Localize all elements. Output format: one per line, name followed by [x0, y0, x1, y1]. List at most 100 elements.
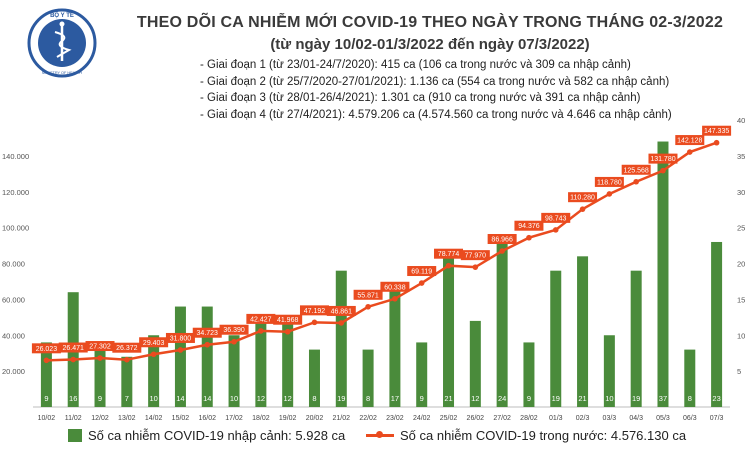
x-tick-label: 12/02 [91, 415, 109, 422]
domestic-cases-point [445, 262, 452, 269]
y-left-tick-label: 20.000 [2, 367, 25, 376]
line-value-label: 118.780 [597, 179, 622, 186]
line-value-label: 47.192 [304, 308, 326, 315]
domestic-cases-point [124, 356, 130, 363]
bar-value-label: 19 [552, 394, 560, 403]
line-value-label: 98.743 [545, 215, 567, 222]
import-bar [201, 306, 213, 407]
x-tick-label: 10/02 [38, 415, 56, 422]
y-left-tick-label: 40.000 [2, 331, 25, 340]
y-right-tick-label: 25 [737, 224, 745, 233]
bar-value-label: 9 [44, 394, 48, 403]
x-tick-label: 05/3 [656, 415, 670, 422]
import-bar [40, 342, 52, 407]
bar-value-label: 9 [420, 394, 424, 403]
domestic-cases-point [526, 234, 532, 241]
phase-item: Giai đoạn 2 (từ 25/7/2020-27/01/2021): 1… [200, 74, 672, 91]
import-bar [711, 241, 723, 407]
line-value-label: 26.023 [36, 346, 58, 353]
x-tick-label: 11/02 [65, 415, 82, 422]
line-value-label: 26.372 [116, 345, 138, 352]
x-tick-label: 17/02 [225, 415, 243, 422]
import-bar [416, 342, 428, 407]
domestic-cases-point [231, 338, 237, 345]
x-tick-label: 19/02 [279, 415, 297, 422]
bar-value-label: 8 [688, 394, 692, 403]
domestic-cases-point [177, 347, 184, 353]
bar-value-label: 9 [527, 394, 531, 403]
bar-value-label: 21 [578, 394, 586, 403]
bar-value-label: 10 [149, 394, 157, 403]
line-value-label-bg [594, 176, 624, 187]
y-left-tick-label: 140.000 [2, 152, 29, 161]
domestic-cases-point [686, 149, 693, 155]
import-bar [630, 270, 642, 407]
x-tick-label: 07/3 [710, 415, 724, 422]
import-bar [657, 141, 669, 407]
import-bar [362, 349, 374, 407]
phase-item: Giai đoạn 3 (từ 28/01-26/4/2021): 1.301 … [200, 90, 672, 107]
line-value-label-bg [621, 164, 651, 175]
import-bar [174, 306, 186, 407]
import-bar [550, 270, 562, 407]
legend-bars: Số ca nhiễm COVID-19 nhập cảnh: 5.928 ca [68, 428, 345, 443]
bar-value-label: 12 [471, 394, 479, 403]
bar-value-label: 7 [125, 394, 129, 403]
line-value-label-bg [326, 305, 356, 316]
line-value-label-bg [192, 327, 222, 338]
line-value-label-bg [380, 281, 410, 292]
line-value-label: 142.128 [677, 138, 702, 145]
line-value-label: 46.861 [331, 308, 353, 315]
import-bar [255, 320, 267, 407]
line-value-label-bg [246, 313, 276, 324]
line-value-label: 94.376 [518, 223, 540, 230]
phase-item: Giai đoạn 4 (từ 27/4/2021): 4.579.206 ca… [200, 107, 672, 124]
bar-value-label: 12 [284, 394, 292, 403]
line-value-label: 86.966 [491, 237, 513, 244]
line-value-label-bg [299, 305, 329, 316]
legend-bar-swatch [68, 429, 82, 442]
domestic-cases-point [43, 357, 50, 364]
x-tick-label: 04/3 [629, 415, 643, 422]
x-tick-label: 20/02 [306, 415, 324, 422]
import-bar [684, 349, 696, 407]
line-value-label-bg [675, 135, 705, 146]
line-value-label-bg [139, 337, 169, 348]
x-tick-label: 28/02 [520, 415, 538, 422]
domestic-cases-point [660, 167, 666, 174]
line-value-label: 125.568 [624, 167, 649, 174]
x-tick-label: 14/02 [145, 415, 163, 422]
x-tick-label: 27/02 [493, 415, 511, 422]
bar-value-label: 10 [230, 394, 238, 403]
x-tick-label: 06/3 [683, 415, 697, 422]
line-value-label-bg [112, 342, 142, 353]
line-value-label: 42.427 [250, 316, 272, 323]
line-value-label: 26.471 [63, 345, 85, 352]
import-bar [228, 335, 240, 407]
x-tick-label: 22/02 [359, 415, 377, 422]
import-bar [496, 234, 508, 407]
line-value-label: 36.390 [223, 327, 245, 334]
x-tick-label: 15/02 [172, 415, 190, 422]
import-bar [523, 342, 535, 407]
import-bar [469, 320, 481, 407]
x-tick-label: 16/02 [198, 415, 216, 422]
y-left-tick-label: 60.000 [2, 295, 25, 304]
domestic-cases-line [46, 141, 718, 362]
legend-line-label: Số ca nhiễm COVID-19 trong nước: 4.576.1… [400, 428, 687, 443]
line-value-label: 60.338 [384, 284, 406, 291]
line-value-label-bg [31, 343, 61, 354]
x-tick-label: 13/02 [118, 415, 136, 422]
line-value-label-bg [219, 324, 249, 335]
line-value-label-bg [353, 289, 383, 300]
line-value-label-bg [434, 248, 464, 259]
line-value-label: 77.970 [465, 253, 487, 260]
x-tick-label: 25/02 [440, 415, 458, 422]
import-bar [94, 342, 106, 407]
line-value-label: 27.302 [89, 344, 111, 351]
y-left-tick-label: 80.000 [2, 260, 25, 269]
ministry-logo: BỘ Y TẾ MINISTRY OF HEALTH [27, 8, 97, 78]
domestic-cases-point [365, 303, 371, 310]
y-right-tick-label: 40 [737, 116, 745, 125]
bar-value-label: 21 [444, 394, 452, 403]
